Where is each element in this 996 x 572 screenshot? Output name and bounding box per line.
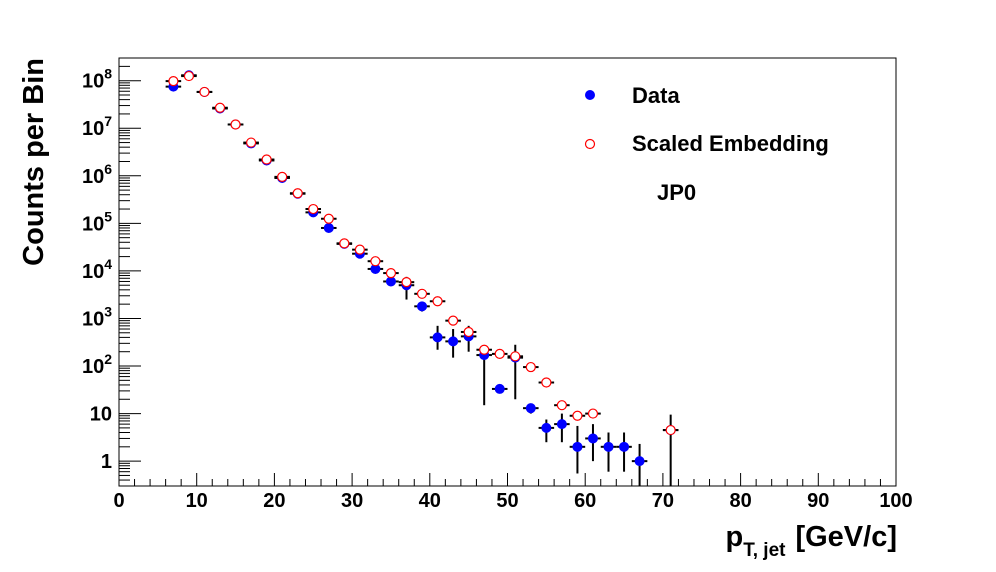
y-tick-label: 107	[82, 113, 112, 140]
data-point	[385, 276, 396, 287]
embedding-point	[261, 154, 272, 165]
embedding-point	[401, 277, 412, 288]
embedding-point	[525, 361, 536, 373]
data-point	[572, 441, 583, 452]
embedding-point	[572, 410, 583, 421]
x-tick-label: 30	[341, 490, 363, 512]
embedding-point	[230, 119, 241, 130]
data-point	[432, 332, 443, 343]
legend: Data Scaled Embedding	[584, 83, 829, 156]
x-tick-label: 50	[496, 490, 518, 512]
embedding-point	[463, 326, 474, 338]
embedding-point	[168, 76, 179, 87]
data-points	[168, 70, 676, 467]
error-bars	[165, 74, 679, 486]
y-tick-label: 105	[82, 208, 112, 235]
y-tick-label: 1	[101, 451, 112, 473]
x-axis-title-symbol: p	[726, 521, 744, 553]
x-axis-title-subscript: T, jet	[743, 540, 786, 561]
embedding-point	[432, 296, 443, 307]
data-point	[448, 336, 459, 347]
legend-data-marker	[585, 90, 595, 100]
y-tick-label: 104	[82, 256, 112, 283]
y-axis-tick-labels: 1 10 102 103 104 105 106 107 108	[82, 66, 112, 473]
legend-data-label: Data	[632, 83, 680, 108]
x-tick-label: 10	[186, 490, 208, 512]
embedding-point	[183, 70, 195, 82]
embedding-point	[339, 238, 350, 249]
y-tick-label: 103	[82, 303, 112, 330]
y-tick-label: 10	[90, 404, 112, 426]
x-tick-label: 0	[113, 490, 124, 512]
embedding-point	[308, 203, 319, 215]
y-axis-title: Counts per Bin	[18, 58, 50, 266]
x-tick-label: 100	[879, 490, 912, 512]
y-tick-label: 102	[82, 351, 112, 378]
x-axis-ticks	[118, 473, 897, 486]
x-tick-label: 40	[419, 490, 441, 512]
data-point	[619, 441, 630, 452]
y-tick-label: 106	[82, 161, 112, 188]
x-tick-label: 20	[263, 490, 285, 512]
x-axis-title: pT, jet [GeV/c]	[726, 521, 897, 561]
embedding-point	[665, 424, 676, 436]
x-tick-label: 90	[807, 490, 829, 512]
jp0-annotation: JP0	[657, 180, 696, 205]
data-point	[603, 441, 614, 452]
data-point	[556, 419, 567, 430]
data-point	[494, 383, 505, 394]
embedding-point	[556, 400, 567, 411]
x-tick-label: 60	[574, 490, 596, 512]
embedding-point	[292, 188, 303, 199]
data-point	[541, 422, 552, 433]
x-axis-title-units: [GeV/c]	[795, 521, 897, 553]
legend-embedding-label: Scaled Embedding	[632, 131, 829, 156]
x-tick-label: 70	[652, 490, 674, 512]
embedding-point	[541, 377, 552, 388]
data-point	[417, 301, 428, 312]
y-tick-label: 108	[82, 66, 112, 93]
embedding-point	[385, 267, 397, 279]
data-point	[525, 403, 536, 414]
embedding-point	[479, 344, 490, 355]
embedding-point	[448, 315, 459, 326]
embedding-point	[370, 256, 381, 267]
embedding-point	[587, 408, 599, 419]
x-axis-tick-labels: 0 10 20 30 40 50 60 70 80 90 100	[113, 490, 912, 512]
embedding-point	[245, 137, 257, 148]
embedding-point	[510, 351, 521, 362]
embedding-point	[277, 171, 288, 182]
data-point	[323, 222, 334, 233]
embedding-point	[494, 348, 505, 359]
data-point	[634, 456, 645, 467]
y-axis-ticks	[119, 57, 141, 487]
embedding-point	[416, 288, 428, 299]
embedding-point	[214, 102, 226, 113]
embedding-point	[323, 213, 334, 224]
legend-embedding-marker	[584, 138, 596, 150]
embedding-point	[199, 86, 210, 98]
x-tick-label: 80	[729, 490, 751, 512]
embedding-point	[354, 244, 365, 255]
data-point	[587, 433, 598, 444]
